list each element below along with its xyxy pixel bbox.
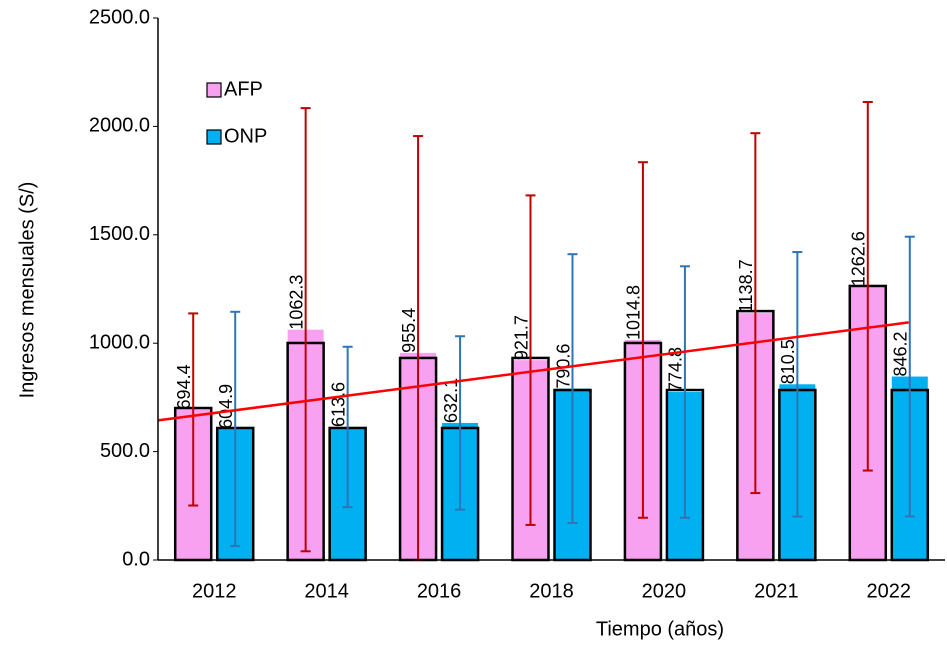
data-label: 774.8: [666, 347, 686, 392]
legend-label: AFP: [224, 78, 263, 100]
x-axis-title: Tiempo (años): [596, 618, 724, 640]
data-label: 810.5: [778, 339, 798, 384]
y-tick-label: 2000.0: [89, 115, 150, 137]
trend-line: [157, 321, 909, 422]
data-label: 604.9: [216, 384, 236, 429]
x-tick-label: 2020: [642, 580, 687, 602]
y-tick-label: 2500.0: [89, 6, 150, 28]
x-tick-label: 2021: [754, 580, 799, 602]
data-label: 1062.3: [286, 275, 306, 330]
y-tick-label: 0.0: [122, 548, 150, 570]
data-label: 632.1: [441, 378, 461, 423]
y-tick-label: 500.0: [100, 440, 150, 462]
data-label: 846.2: [891, 331, 911, 376]
data-label: 790.6: [553, 344, 573, 389]
data-label: 694.4: [174, 364, 194, 409]
data-label: 1014.8: [624, 285, 644, 340]
x-tick-label: 2018: [529, 580, 574, 602]
x-tick-label: 2014: [304, 580, 349, 602]
y-axis-title: Ingresos mensuales (S/): [16, 182, 38, 399]
x-tick-label: 2016: [417, 580, 462, 602]
y-tick-label: 1500.0: [89, 223, 150, 245]
data-label: 1262.6: [849, 231, 869, 286]
legend-swatch: [206, 82, 222, 98]
legend-swatch: [206, 129, 222, 145]
x-tick-label: 2022: [867, 580, 912, 602]
legend-label: ONP: [224, 125, 267, 147]
data-label: 1138.7: [736, 259, 756, 313]
data-label: 613.6: [328, 382, 348, 427]
data-label: 955.4: [399, 308, 419, 353]
x-tick-label: 2012: [192, 580, 237, 602]
y-tick-label: 1000.0: [89, 331, 150, 353]
data-label: 921.7: [511, 315, 531, 360]
